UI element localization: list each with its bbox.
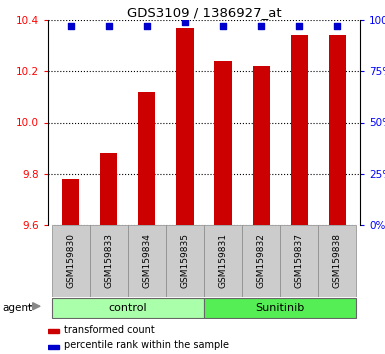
Bar bbox=[52, 225, 90, 297]
Bar bbox=[138, 92, 156, 225]
Bar bbox=[128, 225, 166, 297]
Bar bbox=[48, 329, 59, 333]
Bar bbox=[166, 225, 204, 297]
Bar bbox=[176, 28, 194, 225]
Text: Sunitinib: Sunitinib bbox=[256, 303, 305, 313]
Bar bbox=[62, 179, 79, 225]
Text: transformed count: transformed count bbox=[64, 325, 154, 335]
Point bbox=[296, 23, 302, 29]
Bar bbox=[52, 298, 204, 318]
Bar bbox=[253, 66, 270, 225]
Text: GSM159835: GSM159835 bbox=[181, 234, 189, 289]
Point bbox=[68, 23, 74, 29]
Bar bbox=[90, 225, 128, 297]
Bar bbox=[214, 61, 232, 225]
Text: GSM159834: GSM159834 bbox=[142, 234, 151, 289]
Point bbox=[106, 23, 112, 29]
Bar bbox=[318, 225, 356, 297]
Bar bbox=[291, 35, 308, 225]
Title: GDS3109 / 1386927_at: GDS3109 / 1386927_at bbox=[127, 6, 281, 19]
Bar bbox=[204, 298, 356, 318]
Text: percentile rank within the sample: percentile rank within the sample bbox=[64, 340, 229, 350]
Point bbox=[220, 23, 226, 29]
Point bbox=[182, 19, 188, 25]
Point bbox=[258, 23, 264, 29]
Text: GSM159830: GSM159830 bbox=[66, 234, 75, 289]
Bar bbox=[280, 225, 318, 297]
Text: GSM159832: GSM159832 bbox=[256, 234, 266, 289]
Text: agent: agent bbox=[2, 303, 32, 313]
Text: GSM159833: GSM159833 bbox=[104, 234, 113, 289]
Text: GSM159831: GSM159831 bbox=[219, 234, 228, 289]
Point bbox=[334, 23, 340, 29]
Bar bbox=[204, 225, 242, 297]
Point bbox=[144, 23, 150, 29]
Bar bbox=[48, 346, 59, 349]
Text: GSM159838: GSM159838 bbox=[333, 234, 341, 289]
Bar bbox=[329, 35, 346, 225]
Text: control: control bbox=[109, 303, 147, 313]
Bar bbox=[242, 225, 280, 297]
Text: GSM159837: GSM159837 bbox=[295, 234, 304, 289]
Bar bbox=[100, 153, 117, 225]
